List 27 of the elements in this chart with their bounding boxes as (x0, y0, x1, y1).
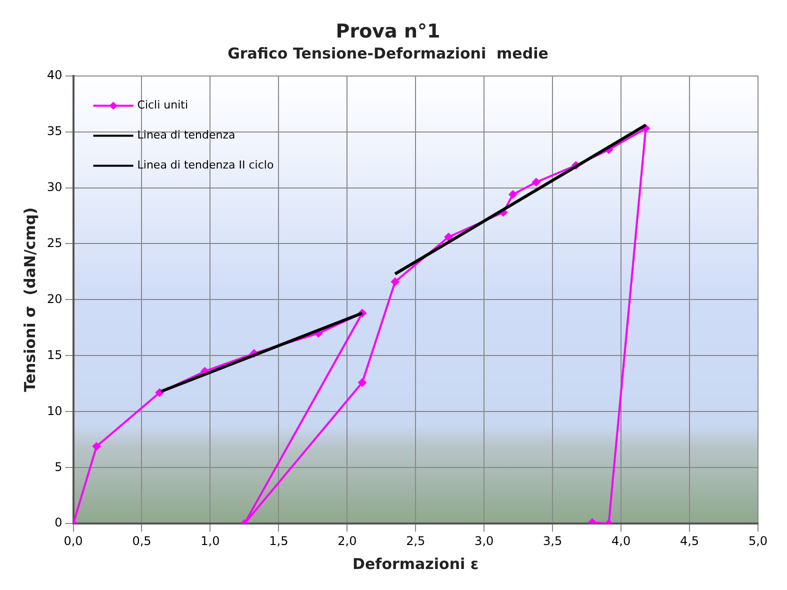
x-tick-label: 2,5 (406, 534, 426, 548)
chart-subtitle: Grafico Tensione-Deformazioni medie (228, 44, 548, 63)
legend-label: Linea di tendenza (137, 128, 236, 142)
y-tick-label: 15 (46, 348, 62, 362)
x-tick-label: 3,0 (474, 534, 494, 548)
x-axis-title: Deformazioni ε (352, 554, 479, 573)
y-tick-label: 40 (46, 68, 62, 82)
x-tick-label: 3,5 (543, 534, 562, 548)
x-tick-label: 0,0 (64, 534, 83, 548)
legend-label: Linea di tendenza II ciclo (137, 158, 274, 172)
x-tick-label: 1,0 (200, 534, 220, 548)
x-tick-label: 5,0 (748, 534, 768, 548)
x-tick-label: 4,5 (680, 534, 700, 548)
y-tick-label: 10 (46, 404, 62, 418)
y-axis-title: Tensioni σ (daN/cmq) (20, 207, 39, 392)
x-tick-label: 2,0 (338, 534, 357, 548)
x-tick-label: 0,5 (132, 534, 152, 548)
y-tick-label: 25 (46, 236, 62, 250)
legend-label: Cicli uniti (137, 98, 188, 112)
y-tick-label: 0 (54, 516, 62, 530)
y-tick-label: 30 (46, 180, 62, 194)
x-tick-label: 4,0 (612, 534, 631, 548)
y-tick-label: 5 (54, 460, 62, 474)
x-tick-label: 1,5 (269, 534, 288, 548)
y-tick-label: 35 (46, 124, 62, 138)
y-tick-label: 20 (46, 292, 62, 306)
chart-title: Prova n°1 (336, 20, 440, 42)
